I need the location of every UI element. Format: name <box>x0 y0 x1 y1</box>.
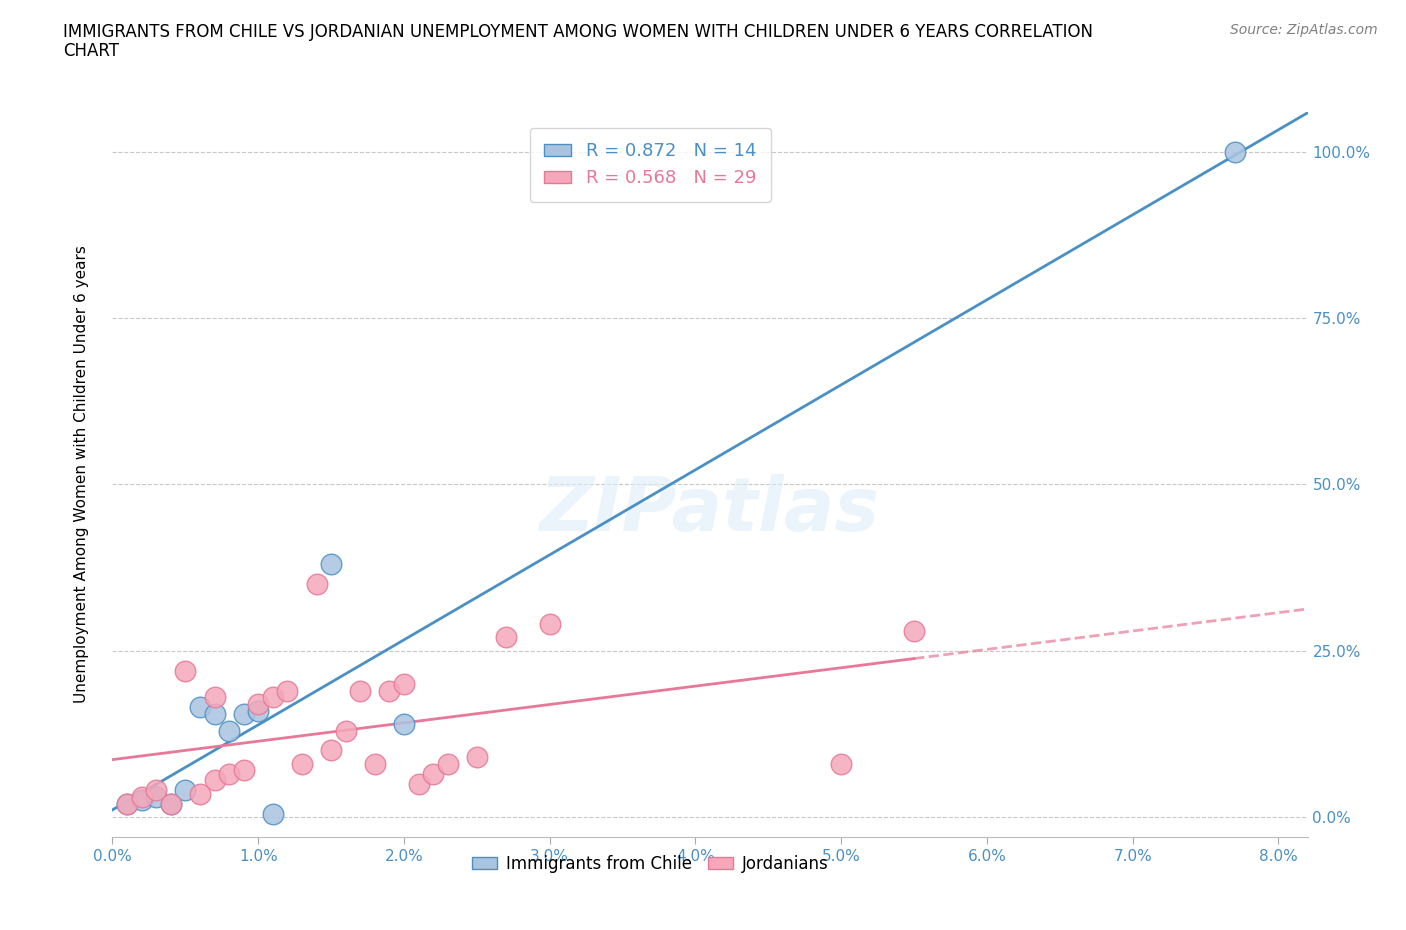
Point <box>319 557 342 572</box>
Point <box>262 690 284 705</box>
Point <box>495 630 517 644</box>
Point <box>538 617 561 631</box>
Point <box>188 699 211 714</box>
Point <box>115 796 138 811</box>
Point <box>131 793 153 808</box>
Point <box>247 697 270 711</box>
Text: CHART: CHART <box>63 42 120 60</box>
Point <box>305 577 328 591</box>
Point <box>378 684 401 698</box>
Point <box>204 773 226 788</box>
Point <box>145 783 167 798</box>
Text: IMMIGRANTS FROM CHILE VS JORDANIAN UNEMPLOYMENT AMONG WOMEN WITH CHILDREN UNDER : IMMIGRANTS FROM CHILE VS JORDANIAN UNEMP… <box>63 23 1094 41</box>
Text: Source: ZipAtlas.com: Source: ZipAtlas.com <box>1230 23 1378 37</box>
Point <box>319 743 342 758</box>
Point <box>159 796 181 811</box>
Point <box>174 783 197 798</box>
Point <box>131 790 153 804</box>
Point <box>335 724 357 738</box>
Text: ZIPatlas: ZIPatlas <box>540 474 880 547</box>
Point <box>276 684 298 698</box>
Point <box>436 756 458 771</box>
Point <box>232 763 254 777</box>
Point <box>291 756 314 771</box>
Point <box>392 676 415 691</box>
Point <box>174 663 197 678</box>
Point <box>218 766 240 781</box>
Point <box>408 777 430 791</box>
Point <box>465 750 488 764</box>
Point <box>218 724 240 738</box>
Point <box>204 690 226 705</box>
Point <box>145 790 167 804</box>
Point <box>204 707 226 722</box>
Point <box>392 716 415 731</box>
Point <box>115 796 138 811</box>
Point <box>349 684 371 698</box>
Point <box>903 623 925 638</box>
Point <box>188 786 211 801</box>
Legend: Immigrants from Chile, Jordanians: Immigrants from Chile, Jordanians <box>465 848 835 880</box>
Y-axis label: Unemployment Among Women with Children Under 6 years: Unemployment Among Women with Children U… <box>75 246 89 703</box>
Point <box>262 806 284 821</box>
Point <box>830 756 852 771</box>
Point <box>422 766 444 781</box>
Point <box>364 756 387 771</box>
Point <box>232 707 254 722</box>
Point <box>159 796 181 811</box>
Point <box>1223 144 1246 159</box>
Point <box>247 703 270 718</box>
